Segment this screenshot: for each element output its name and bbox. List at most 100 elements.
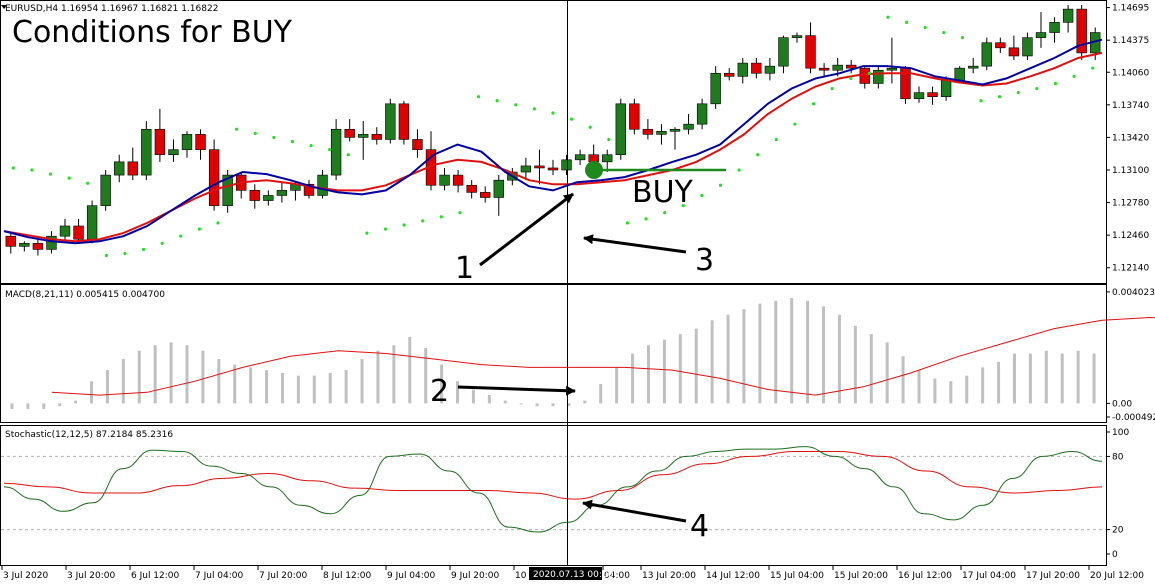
candle-body bbox=[520, 165, 532, 173]
sar-dot bbox=[923, 25, 927, 30]
sar-dot bbox=[644, 217, 648, 221]
candle-body bbox=[1035, 32, 1047, 38]
buy-annotation: BUY bbox=[632, 175, 694, 210]
sar-dot bbox=[811, 102, 816, 106]
x-axis-tick-label: 10 J bbox=[515, 571, 532, 581]
candle-body bbox=[330, 128, 342, 176]
macd-histogram-bar bbox=[662, 339, 666, 404]
candle-body bbox=[778, 37, 789, 67]
macd-histogram-bar bbox=[631, 353, 635, 404]
candle-body bbox=[1008, 47, 1020, 57]
candle-body bbox=[574, 154, 586, 161]
sar-dot bbox=[1072, 74, 1076, 78]
axes: 1.14695 1.14375 1.14060 1.13740 1.13420 1.131… bbox=[1, 4, 1155, 581]
sar-dot bbox=[383, 227, 388, 231]
callout-number-4: 4 bbox=[690, 509, 709, 544]
candle-body bbox=[873, 69, 884, 84]
sar-dot bbox=[532, 107, 536, 111]
candle-body bbox=[114, 161, 125, 176]
sar-dot bbox=[1053, 81, 1058, 86]
sar-dot bbox=[402, 223, 406, 227]
callout-number-2: 2 bbox=[430, 374, 449, 409]
dropdown-icon[interactable] bbox=[1, 5, 7, 9]
macd-histogram-bar bbox=[917, 370, 921, 404]
macd-histogram-bar bbox=[583, 400, 587, 404]
macd-histogram-bar bbox=[646, 345, 650, 404]
candle-body bbox=[561, 159, 572, 171]
sar-dot bbox=[458, 211, 462, 215]
candle-body bbox=[927, 92, 938, 97]
sar-dot bbox=[625, 221, 630, 225]
price-axis-tick-label: 1.14060 bbox=[1112, 68, 1149, 78]
sar-dot bbox=[607, 137, 611, 142]
candle-body bbox=[439, 174, 450, 186]
sar-dot bbox=[904, 20, 909, 24]
macd-histogram-bar bbox=[360, 359, 364, 404]
candle-body bbox=[751, 62, 762, 74]
macd-histogram-bar bbox=[456, 381, 460, 404]
macd-histogram-bar bbox=[137, 350, 141, 404]
candle-body bbox=[832, 64, 843, 71]
candle-body bbox=[764, 65, 776, 74]
price-plot bbox=[3, 5, 1103, 258]
sar-dot bbox=[570, 117, 574, 121]
sar-dot bbox=[1091, 66, 1095, 70]
macd-histogram-bar bbox=[344, 370, 348, 404]
sar-dot bbox=[179, 234, 183, 238]
candle-body bbox=[317, 174, 328, 196]
sar-dot bbox=[476, 95, 481, 99]
candle-body bbox=[669, 128, 681, 132]
callout-number-1: 1 bbox=[455, 251, 474, 286]
candle-body bbox=[466, 184, 477, 193]
candle-body bbox=[805, 35, 816, 69]
price-axis-tick-label: 1.14695 bbox=[1112, 4, 1149, 14]
macd-histogram-bar bbox=[1092, 353, 1096, 404]
macd-label: MACD(8,21,11) 0.005415 0.004700 bbox=[5, 290, 165, 300]
sar-dot bbox=[495, 99, 499, 103]
x-axis-tick-label: 14 Jul 12:00 bbox=[706, 571, 760, 581]
macd-histogram-bar bbox=[217, 359, 221, 404]
candle-body bbox=[385, 103, 396, 140]
macd-histogram-bar bbox=[742, 309, 746, 404]
candle-body bbox=[968, 65, 979, 69]
moving-average-blue bbox=[3, 38, 1103, 245]
macd-axis-tick-label: -0.000492 bbox=[1112, 413, 1155, 423]
macd-histogram-bar bbox=[1012, 353, 1016, 404]
candle-body bbox=[452, 174, 464, 186]
macd-histogram-bar bbox=[551, 403, 555, 407]
macd-histogram-bar bbox=[280, 372, 284, 404]
price-axis-tick-label: 1.13420 bbox=[1112, 133, 1149, 143]
sar-dot bbox=[867, 71, 871, 75]
sar-dot bbox=[421, 219, 425, 223]
macd-histogram-bar bbox=[503, 400, 507, 404]
macd-histogram-bar bbox=[837, 314, 841, 404]
candle-body bbox=[954, 67, 965, 81]
macd-histogram-bar bbox=[853, 325, 857, 404]
callout-arrow-4 bbox=[582, 499, 687, 523]
stochastic-panel-frame bbox=[0, 425, 1107, 566]
callout-arrow-3 bbox=[583, 234, 687, 254]
sar-dot bbox=[663, 211, 667, 215]
macd-plot bbox=[10, 298, 1155, 409]
candle-body bbox=[696, 103, 708, 125]
candle-body bbox=[981, 42, 992, 67]
symbol-header: EURUSD,H4 1.16954 1.16967 1.16821 1.1682… bbox=[5, 4, 218, 14]
sar-dot bbox=[700, 193, 704, 198]
macd-histogram-bar bbox=[1060, 353, 1064, 404]
candle-body bbox=[371, 134, 382, 140]
x-axis-tick-label: 3 Jul 20:00 bbox=[67, 571, 116, 581]
sar-dot bbox=[774, 137, 778, 142]
sar-dot bbox=[346, 153, 350, 157]
candle-body bbox=[710, 72, 721, 105]
x-axis-tick-label: 3 Jul 2020 bbox=[3, 571, 48, 581]
macd-histogram-bar bbox=[678, 334, 682, 404]
candle-body bbox=[886, 67, 898, 71]
sar-dot bbox=[756, 153, 760, 157]
macd-histogram-bar bbox=[599, 383, 603, 404]
candle-body bbox=[913, 92, 925, 100]
stochastic-label: Stochastic(12,12,5) 87.2184 85.2316 bbox=[5, 430, 173, 440]
sar-dot bbox=[514, 103, 518, 107]
candle-body bbox=[86, 205, 98, 240]
sar-dot bbox=[123, 251, 127, 256]
sar-dot bbox=[30, 168, 34, 172]
